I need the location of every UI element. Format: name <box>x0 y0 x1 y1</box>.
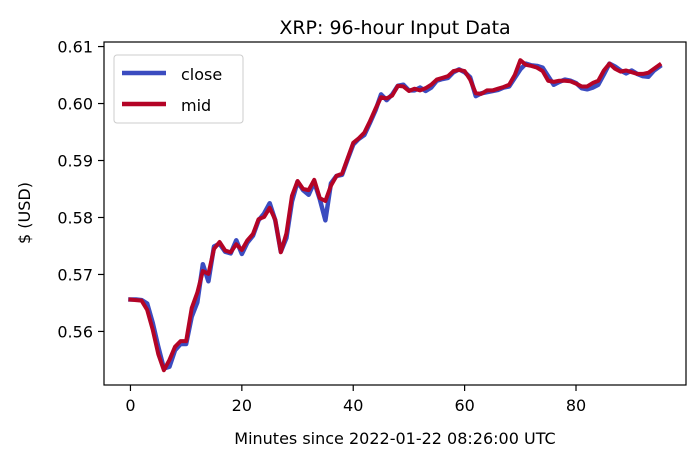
x-tick-label: 80 <box>566 396 586 415</box>
legend-label-close: close <box>181 65 222 84</box>
x-tick-label: 40 <box>343 396 363 415</box>
y-tick-label: 0.57 <box>57 265 93 284</box>
y-axis: 0.56 0.57 0.58 0.59 0.60 0.61 <box>57 38 104 341</box>
x-axis-label: Minutes since 2022-01-22 08:26:00 UTC <box>234 429 555 448</box>
legend-box <box>113 54 244 124</box>
y-axis-label: $ (USD) <box>15 182 34 244</box>
x-tick-label: 0 <box>125 396 135 415</box>
legend-label-mid: mid <box>181 96 211 115</box>
chart-title: XRP: 96-hour Input Data <box>279 17 510 39</box>
series-line-mid <box>128 58 663 373</box>
series-layer <box>128 58 663 373</box>
y-tick-label: 0.60 <box>57 95 93 114</box>
plot-frame <box>103 41 687 386</box>
x-axis: 0 20 40 60 80 <box>125 385 586 415</box>
legend: close mid <box>113 54 244 124</box>
y-tick-label: 0.59 <box>57 152 93 171</box>
x-tick-label: 20 <box>232 396 252 415</box>
y-tick-label: 0.56 <box>57 322 93 341</box>
y-tick-label: 0.58 <box>57 208 93 227</box>
y-tick-label: 0.61 <box>57 38 93 57</box>
x-tick-label: 60 <box>454 396 474 415</box>
